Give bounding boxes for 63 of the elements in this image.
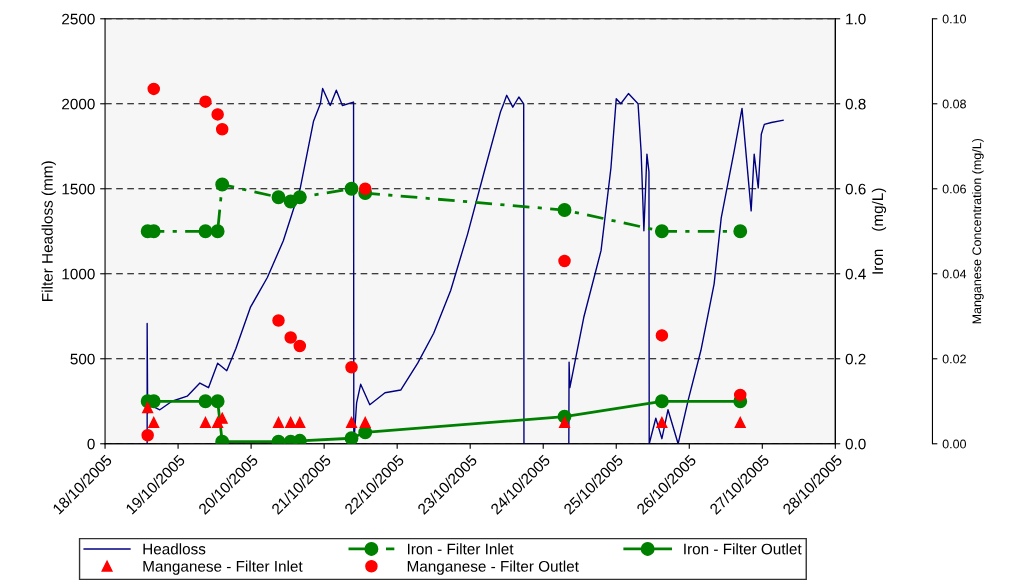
point — [655, 329, 669, 342]
y-tick-label: 2000 — [62, 98, 95, 110]
point — [271, 190, 286, 205]
point — [142, 402, 154, 414]
point — [558, 416, 571, 429]
legend-label: Manganese - Filter Inlet — [143, 560, 303, 575]
point — [198, 394, 213, 409]
point — [558, 254, 571, 268]
point — [292, 190, 307, 205]
point — [345, 416, 358, 429]
y3-tick-label: 0.02 — [942, 354, 966, 364]
y2-tick-label: 1.0 — [846, 13, 866, 25]
point — [654, 224, 669, 239]
point — [733, 224, 748, 239]
point — [344, 181, 359, 196]
point — [199, 416, 212, 429]
y2-axis-title: Iron (mg/L) — [871, 188, 887, 274]
point — [272, 416, 285, 429]
point — [359, 416, 371, 429]
y3-axis-title: Manganese Concentration (mg/L) — [972, 138, 984, 324]
y3-tick-label: 0.04 — [942, 269, 967, 279]
point — [199, 95, 212, 108]
point — [734, 416, 746, 429]
point — [656, 416, 668, 429]
y2-tick-label: 0.4 — [845, 268, 866, 280]
point — [293, 339, 307, 353]
legend-label: Headloss — [143, 543, 206, 555]
point — [211, 108, 224, 121]
point — [654, 394, 669, 409]
point — [272, 314, 285, 327]
point — [215, 177, 230, 192]
y-tick-label: 500 — [70, 353, 95, 365]
y-tick-label: 1500 — [62, 183, 95, 195]
point — [198, 224, 213, 239]
point — [358, 182, 372, 196]
legend-label: Manganese - Filter Outlet — [407, 560, 579, 575]
point — [733, 388, 747, 402]
legend-label: Iron - Filter Inlet — [407, 543, 514, 555]
point — [141, 429, 154, 442]
y-tick-label: 2500 — [62, 13, 95, 25]
point — [285, 416, 297, 429]
y3-tick-label: 0.08 — [942, 99, 966, 109]
point — [345, 361, 358, 374]
point — [344, 431, 359, 444]
point — [215, 123, 229, 136]
y2-tick-label: 0.2 — [845, 353, 866, 365]
point — [294, 416, 306, 429]
y3-tick-label: 0.06 — [942, 184, 966, 194]
point — [147, 82, 160, 96]
y-tick-label: 1000 — [62, 268, 95, 280]
y-tick-label: 0 — [87, 438, 95, 450]
point — [148, 416, 160, 429]
legend-label: Iron - Filter Outlet — [684, 543, 802, 555]
y2-tick-label: 0.6 — [845, 183, 866, 195]
point — [210, 224, 225, 239]
y-axis-title: Filter Headloss (mm) — [41, 161, 56, 301]
y2-tick-label: 0.8 — [845, 98, 866, 110]
point — [210, 394, 225, 409]
y3-tick-label: 0.10 — [942, 14, 967, 24]
y2-tick-label: 0.0 — [845, 438, 866, 450]
y3-tick-label: 0.00 — [942, 439, 967, 449]
point — [284, 331, 297, 344]
point — [557, 203, 572, 217]
